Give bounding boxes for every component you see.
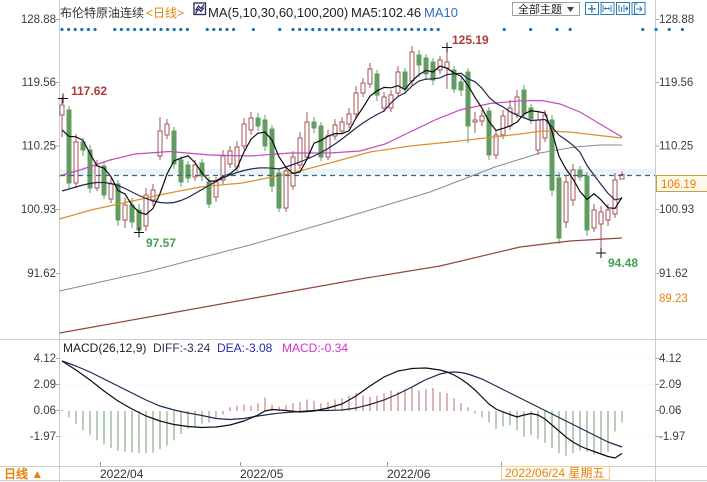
svg-text:128.88: 128.88 [659, 14, 694, 26]
svg-text:2022/06: 2022/06 [387, 467, 431, 481]
svg-text:DIFF:-3.24: DIFF:-3.24 [153, 341, 211, 355]
svg-text:<日线>: <日线> [146, 6, 184, 20]
svg-text:0.06: 0.06 [659, 405, 681, 417]
svg-text:128.88: 128.88 [21, 14, 56, 26]
svg-text:91.62: 91.62 [27, 268, 56, 280]
svg-text:MA(5,10,30,60,100,200): MA(5,10,30,60,100,200) [208, 5, 348, 20]
svg-text:MA5:102.46: MA5:102.46 [351, 5, 421, 20]
svg-text:106.19: 106.19 [661, 179, 696, 191]
svg-text:100.93: 100.93 [21, 204, 56, 216]
svg-text:DEA:-3.08: DEA:-3.08 [217, 341, 273, 355]
svg-text:4.12: 4.12 [659, 353, 681, 365]
svg-text:110.25: 110.25 [22, 141, 56, 153]
svg-text:MA10: MA10 [424, 5, 458, 20]
svg-text:117.62: 117.62 [71, 84, 107, 98]
svg-text:-1.97: -1.97 [30, 431, 56, 443]
svg-text:94.48: 94.48 [608, 256, 638, 270]
svg-text:2022/05: 2022/05 [240, 467, 284, 481]
svg-text:119.56: 119.56 [659, 77, 693, 89]
svg-text:MACD(26,12,9): MACD(26,12,9) [63, 341, 146, 355]
svg-text:0.06: 0.06 [34, 405, 56, 417]
svg-text:日线 ▲: 日线 ▲ [4, 466, 43, 481]
svg-text:89.23: 89.23 [659, 293, 688, 305]
svg-text:2022/06/24 星期五: 2022/06/24 星期五 [505, 466, 604, 480]
svg-text:119.56: 119.56 [22, 77, 56, 89]
svg-text:2022/04: 2022/04 [100, 467, 144, 481]
svg-text:100.93: 100.93 [659, 204, 694, 216]
svg-text:2.09: 2.09 [659, 379, 681, 391]
svg-text:2.09: 2.09 [34, 379, 56, 391]
svg-text:全部主题: 全部主题 [518, 2, 562, 16]
svg-text:97.57: 97.57 [146, 236, 176, 250]
svg-text:110.25: 110.25 [659, 141, 693, 153]
svg-text:-1.97: -1.97 [659, 431, 685, 443]
svg-text:布伦特原油连续: 布伦特原油连续 [60, 5, 144, 20]
svg-text:125.19: 125.19 [452, 33, 489, 47]
svg-text:MACD:-0.34: MACD:-0.34 [282, 341, 348, 355]
svg-text:91.62: 91.62 [659, 268, 688, 280]
svg-text:4.12: 4.12 [34, 353, 56, 365]
